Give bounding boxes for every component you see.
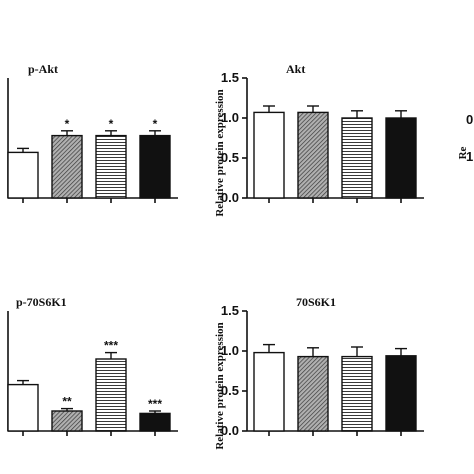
bar (7, 383, 39, 432)
significance-label: * (153, 117, 158, 131)
y-axis-label: Re (457, 146, 469, 159)
bar (341, 117, 373, 199)
significance-label: *** (148, 397, 162, 411)
y-axis-label: Relative protein expression (214, 322, 226, 449)
y-tick-label: 0.0 (221, 423, 239, 438)
bar (139, 134, 171, 199)
panel-akt: Akt 0.0 0.5 1.0 1.5 Relative protein expressi… (214, 62, 424, 217)
significance-label: *** (104, 339, 118, 353)
panel-p-70s6k1: p-70S6K1******** (7, 295, 178, 436)
bar (297, 111, 329, 199)
y-tick-label: 1.0 (221, 110, 239, 125)
y-tick-label: 1.5 (221, 303, 239, 318)
y-tick-label: 0.5 (221, 383, 239, 398)
bar (253, 351, 285, 432)
y-tick-label: 1.5 (221, 70, 239, 85)
bar (95, 134, 127, 199)
panel-70s6k1: 70S6K1 0.0 0.5 1.0 1.5 Relative protein expre… (214, 295, 424, 450)
significance-label: * (109, 117, 114, 131)
y-tick-label: 1 (466, 149, 473, 164)
y-tick-label: 0.0 (221, 190, 239, 205)
bar (297, 355, 329, 432)
panel-partial-right: 0 1Re (457, 112, 473, 164)
bar (341, 355, 373, 432)
y-tick-label: 1.0 (221, 343, 239, 358)
bar (51, 410, 83, 432)
bar (385, 117, 417, 199)
panel-title: p-70S6K1 (16, 295, 67, 309)
bar (385, 355, 417, 432)
panel-title: Akt (286, 62, 305, 76)
bar (51, 134, 83, 199)
bar (7, 151, 39, 199)
bar (253, 111, 285, 199)
y-tick-label: 0.5 (221, 150, 239, 165)
significance-label: ** (62, 395, 72, 409)
panel-title: p-Akt (28, 62, 58, 76)
significance-label: * (65, 117, 70, 131)
bar (95, 358, 127, 432)
y-axis-label: Relative protein expression (214, 89, 226, 216)
bar (139, 412, 171, 432)
panel-p-akt: p-Akt * * * (7, 62, 178, 203)
y-tick-label: 0 (466, 112, 473, 127)
panel-title: 70S6K1 (296, 295, 336, 309)
